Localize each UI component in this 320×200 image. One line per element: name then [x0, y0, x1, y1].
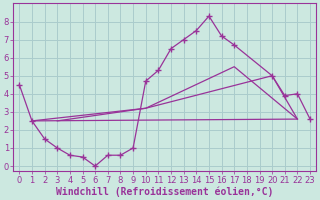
X-axis label: Windchill (Refroidissement éolien,°C): Windchill (Refroidissement éolien,°C): [56, 186, 273, 197]
